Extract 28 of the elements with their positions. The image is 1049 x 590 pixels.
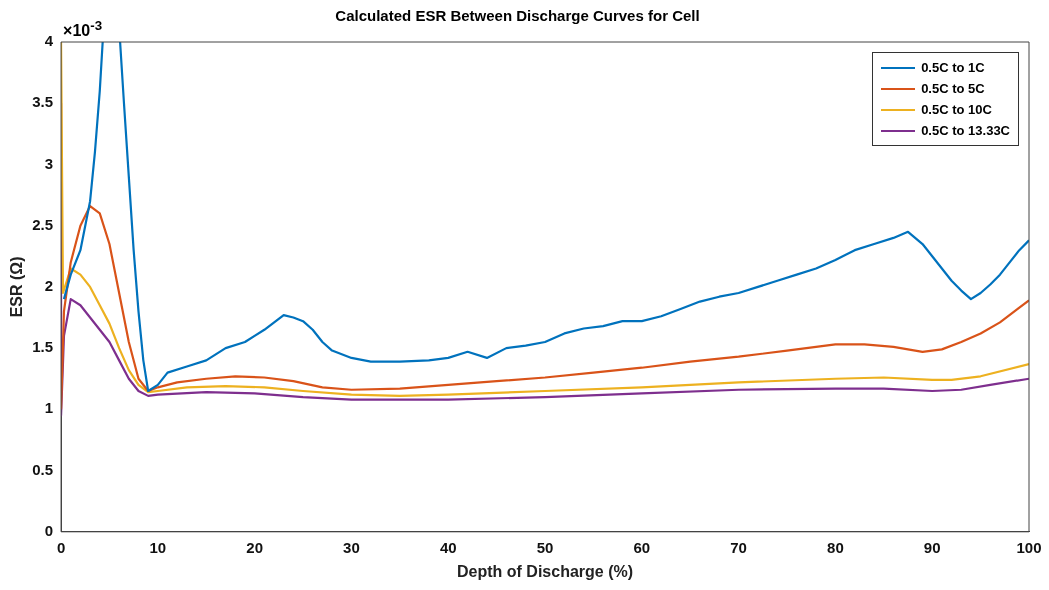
y-tick-label: 3.5	[32, 93, 54, 111]
legend-label: 0.5C to 10C	[920, 101, 993, 119]
x-axis-title: Depth of Discharge (%)	[457, 562, 634, 580]
x-tick-label: 80	[827, 538, 844, 556]
text: ×10$^{-3}$	[63, 18, 103, 41]
x-tick-label: 40	[439, 538, 457, 556]
y-tick-label: 0	[44, 521, 54, 539]
y-tick-label: 1	[44, 399, 54, 417]
y-tick-label: 2	[44, 277, 54, 295]
y-tick-label: 2.5	[32, 215, 54, 233]
legend-label: 0.5C to 1C	[920, 59, 986, 77]
x-tick-label: 70	[730, 538, 747, 556]
legend-label: 0.5C to 13.33C	[920, 122, 1010, 140]
x-tick-label: 10	[149, 538, 167, 556]
y-tick-label: 0.5	[32, 460, 54, 478]
x-tick-label: 100	[1016, 538, 1042, 556]
y-tick-label: 4	[44, 32, 54, 50]
chart-title: Calculated ESR Between Discharge Curves for Cell	[335, 7, 700, 25]
y-tick-label: 1.5	[32, 338, 54, 356]
x-tick-label: 30	[343, 538, 360, 556]
x-tick-label: 20	[246, 538, 263, 556]
legend-label: 0.5C to 5C	[920, 80, 986, 98]
x-tick-label: 0	[56, 538, 66, 556]
y-tick-label: 3	[44, 154, 54, 172]
x-tick-label: 60	[633, 538, 651, 556]
x-tick-label: 50	[536, 538, 554, 556]
x-tick-label: 90	[923, 538, 941, 556]
y-axis-title: ESR (Ω)	[8, 256, 26, 318]
